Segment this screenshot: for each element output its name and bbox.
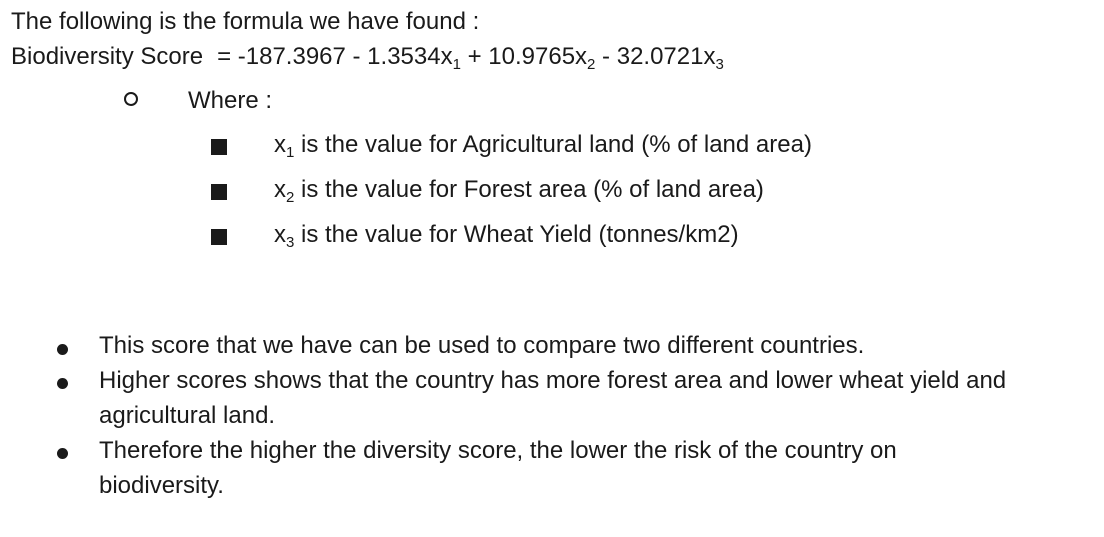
dot-bullet-icon (57, 344, 68, 355)
variable-subscript: 2 (286, 189, 295, 206)
dot-bullet-icon (57, 378, 68, 389)
formula-line: Biodiversity Score = -187.3967 - 1.3534x1… (11, 43, 724, 72)
bullet-item: This score that we have can be used to c… (99, 332, 865, 359)
square-bullet-icon (211, 229, 227, 245)
variable-item: x1 is the value for Agricultural land (%… (274, 131, 812, 160)
formula-sub1: 1 (452, 56, 461, 73)
variable-item: x3 is the value for Wheat Yield (tonnes/… (274, 221, 739, 250)
variable-subscript: 3 (286, 234, 295, 251)
formula-sub3: 3 (715, 56, 724, 73)
formula-sub2: 2 (587, 56, 596, 73)
dot-bullet-icon (57, 448, 68, 459)
variable-item: x2 is the value for Forest area (% of la… (274, 176, 764, 205)
variable-subscript: 1 (286, 144, 295, 161)
formula-term3: - 32.0721x (595, 43, 716, 70)
variable-symbol: x (274, 131, 286, 158)
bullet-item: Higher scores shows that the country has… (99, 367, 1007, 429)
square-bullet-icon (211, 139, 227, 155)
where-label: Where : (188, 87, 273, 114)
variable-description: is the value for Wheat Yield (tonnes/km2… (294, 221, 739, 248)
formula-term2: + 10.9765x (460, 43, 588, 70)
intro-text: The following is the formula we have fou… (11, 8, 480, 35)
formula-term1: = -187.3967 - 1.3534x (217, 43, 453, 70)
formula-label: Biodiversity Score (11, 43, 204, 70)
circle-bullet-icon (124, 92, 138, 106)
variable-description: is the value for Forest area (% of land … (294, 176, 764, 203)
variable-symbol: x (274, 176, 286, 203)
bullet-item: Therefore the higher the diversity score… (99, 437, 897, 499)
variable-description: is the value for Agricultural land (% of… (294, 131, 812, 158)
square-bullet-icon (211, 184, 227, 200)
variable-symbol: x (274, 221, 286, 248)
